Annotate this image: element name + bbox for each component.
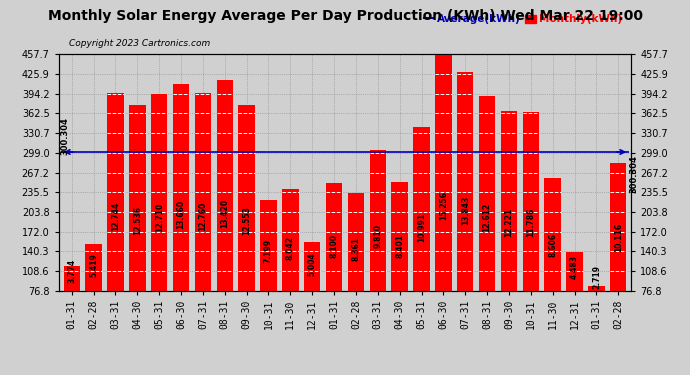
Text: 300.304: 300.304 [61, 117, 70, 155]
Bar [457, 72, 473, 338]
Text: 13.660: 13.660 [177, 200, 186, 229]
Text: 12.612: 12.612 [482, 203, 491, 232]
Text: 12.744: 12.744 [111, 202, 120, 231]
Bar [260, 200, 277, 338]
Bar [217, 80, 233, 338]
Bar [566, 252, 583, 338]
Text: 8.042: 8.042 [286, 236, 295, 260]
Text: 15.256: 15.256 [439, 191, 448, 220]
Text: 8.606: 8.606 [548, 233, 557, 257]
Legend: Average(kWh), Monthly(kWh): Average(kWh), Monthly(kWh) [420, 10, 626, 28]
Bar [326, 183, 342, 338]
Text: 12.710: 12.710 [155, 202, 164, 232]
Text: 5.419: 5.419 [89, 253, 98, 277]
Text: 12.221: 12.221 [504, 208, 513, 237]
Bar [282, 189, 299, 338]
Bar [391, 182, 408, 338]
Text: Copyright 2023 Cartronics.com: Copyright 2023 Cartronics.com [69, 39, 210, 48]
Text: 8.100: 8.100 [330, 234, 339, 258]
Bar [304, 242, 320, 338]
Bar [151, 94, 168, 338]
Text: 10.991: 10.991 [417, 212, 426, 242]
Text: 13.843: 13.843 [461, 196, 470, 225]
Bar [501, 111, 517, 338]
Text: 10.116: 10.116 [613, 223, 623, 252]
Bar [107, 93, 124, 338]
Bar [544, 178, 561, 338]
Text: 2.719: 2.719 [592, 265, 601, 289]
Text: 8.361: 8.361 [351, 237, 360, 261]
Text: 12.760: 12.760 [199, 202, 208, 231]
Bar [63, 266, 80, 338]
Text: 8.401: 8.401 [395, 234, 404, 258]
Text: 12.553: 12.553 [242, 206, 251, 235]
Bar [370, 150, 386, 338]
Bar [239, 105, 255, 338]
Bar [195, 93, 211, 338]
Text: 4.483: 4.483 [570, 255, 579, 279]
Bar [86, 244, 102, 338]
Text: 11.786: 11.786 [526, 207, 535, 237]
Text: Monthly Solar Energy Average Per Day Production (KWh) Wed Mar 22 19:00: Monthly Solar Energy Average Per Day Pro… [48, 9, 642, 23]
Bar [348, 193, 364, 338]
Bar [479, 96, 495, 338]
Text: 13.420: 13.420 [220, 198, 229, 228]
Bar [435, 54, 451, 338]
Text: 5.004: 5.004 [308, 252, 317, 276]
Bar [173, 84, 189, 338]
Text: 12.536: 12.536 [133, 206, 142, 235]
Bar [610, 163, 627, 338]
Text: 7.199: 7.199 [264, 239, 273, 263]
Bar [588, 286, 604, 338]
Bar [129, 105, 146, 338]
Text: 3.774: 3.774 [67, 259, 77, 283]
Bar [413, 127, 430, 338]
Text: 300.304: 300.304 [629, 155, 638, 193]
Text: 9.810: 9.810 [373, 224, 382, 248]
Bar [522, 112, 539, 338]
